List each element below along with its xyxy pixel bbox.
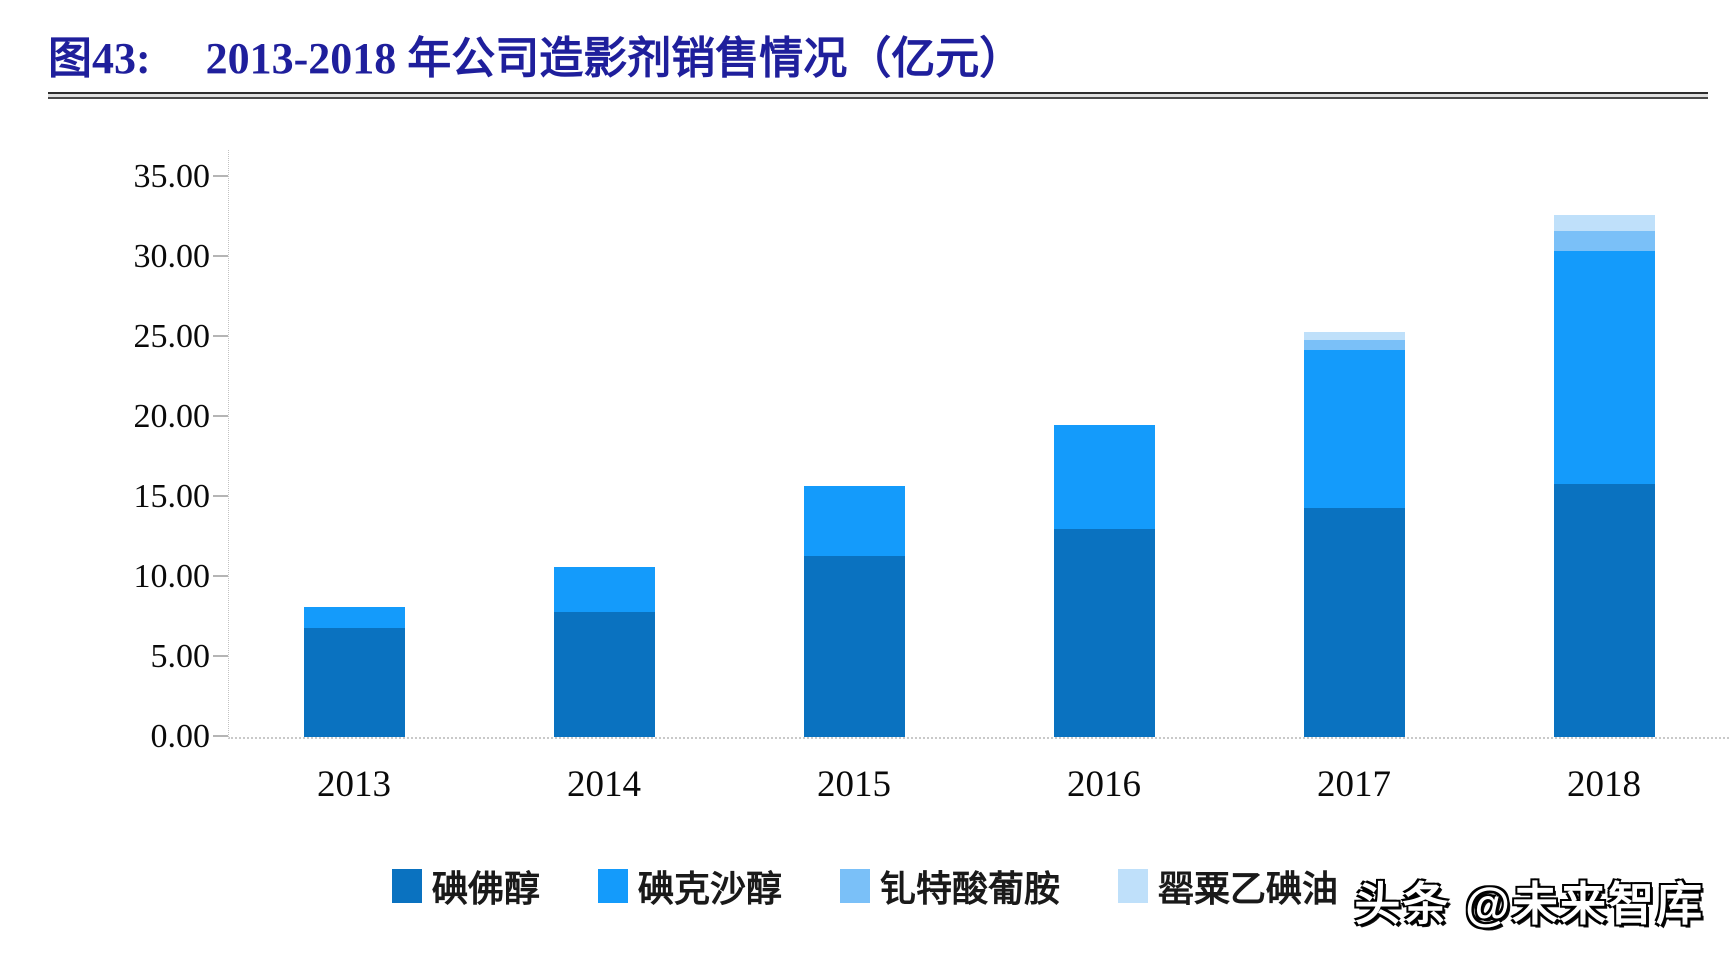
bar-2016-segment-碘克沙醇	[1053, 425, 1155, 529]
y-tick-label: 0.00	[150, 718, 211, 755]
bar-2013	[303, 607, 405, 737]
figure-header: 图43: 2013-2018 年公司造影剂销售情况（亿元）	[48, 22, 1023, 86]
bar-2018-segment-碘佛醇	[1553, 484, 1655, 737]
bar-2018-segment-钆特酸葡胺	[1553, 231, 1655, 251]
bar-2015-segment-碘克沙醇	[803, 485, 905, 557]
bar-2018-segment-罂粟乙碘油	[1553, 215, 1655, 232]
y-tick-mark	[213, 575, 228, 577]
y-tick-mark	[213, 655, 228, 657]
watermark: 头条 @未来智库	[1354, 878, 1704, 930]
legend-swatch-icon	[391, 869, 422, 903]
bar-2017	[1303, 332, 1405, 737]
bar-2014	[553, 567, 655, 737]
legend-item-碘克沙醇: 碘克沙醇	[597, 860, 782, 912]
bar-cell-2017	[1229, 150, 1479, 737]
bar-2016-segment-碘佛醇	[1053, 529, 1155, 737]
bar-2014-segment-碘佛醇	[553, 612, 655, 737]
bar-2018-segment-碘克沙醇	[1553, 250, 1655, 485]
y-tick-mark	[213, 335, 228, 337]
y-axis-labels: 35.00 30.00 25.00 20.00 15.00 10.00 5.00 0.00	[30, 150, 211, 754]
figure-title: 2013-2018 年公司造影剂销售情况（亿元）	[205, 34, 1024, 83]
y-tick-label: 15.00	[133, 478, 211, 515]
bar-2017-segment-钆特酸葡胺	[1303, 340, 1405, 350]
bar-2015-segment-碘佛醇	[803, 556, 905, 737]
bar-2016	[1053, 425, 1155, 737]
bar-2018	[1553, 215, 1655, 737]
x-axis-label-2014: 2014	[567, 764, 641, 805]
chart-legend: 碘佛醇 碘克沙醇 钆特酸葡胺 罂粟乙碘油	[0, 860, 1730, 912]
bar-2013-segment-碘克沙醇	[303, 607, 405, 629]
y-tick-mark	[213, 255, 228, 257]
plot-area: 2013 2014 2015 2016 2017 2018	[213, 150, 1729, 805]
figure-label: 图43:	[48, 34, 151, 83]
bar-2017-segment-碘佛醇	[1303, 508, 1405, 737]
legend-swatch-icon	[840, 869, 870, 903]
y-tick-label: 35.00	[133, 158, 211, 195]
y-tick-label: 5.00	[150, 638, 211, 675]
bar-2014-segment-碘克沙醇	[553, 567, 655, 613]
x-axis-label-2015: 2015	[817, 764, 891, 805]
legend-label: 碘佛醇	[431, 868, 540, 909]
legend-swatch-icon	[1118, 869, 1149, 903]
bar-cell-2013	[229, 150, 479, 737]
bar-cell-2016	[979, 150, 1229, 737]
x-axis-label-2013: 2013	[317, 764, 391, 805]
bar-2017-segment-碘克沙醇	[1303, 349, 1405, 509]
legend-item-罂粟乙碘油: 罂粟乙碘油	[1118, 860, 1338, 912]
bar-cell-2018	[1479, 150, 1729, 737]
y-tick-mark	[213, 735, 228, 737]
bar-2013-segment-碘佛醇	[303, 628, 405, 737]
y-tick-mark	[213, 415, 228, 417]
legend-label: 罂粟乙碘油	[1158, 868, 1339, 909]
y-tick-label: 20.00	[133, 398, 211, 435]
bar-2015	[803, 485, 905, 737]
bar-cell-2015	[729, 150, 979, 737]
bar-cell-2014	[479, 150, 729, 737]
y-tick-label: 10.00	[133, 558, 211, 595]
legend-label: 钆特酸葡胺	[880, 868, 1061, 909]
x-axis-label-2018: 2018	[1567, 764, 1641, 805]
legend-item-钆特酸葡胺: 钆特酸葡胺	[840, 860, 1060, 912]
legend-label: 碘克沙醇	[637, 868, 782, 909]
x-axis-label-2017: 2017	[1317, 764, 1391, 805]
y-tick-mark	[213, 495, 228, 497]
y-tick-label: 25.00	[133, 318, 211, 355]
bars-container	[229, 150, 1729, 737]
y-tick-mark	[213, 175, 228, 177]
legend-swatch-icon	[597, 869, 628, 903]
x-axis-label-2016: 2016	[1067, 764, 1141, 805]
y-tick-label: 30.00	[133, 238, 211, 275]
title-divider	[48, 92, 1708, 99]
x-axis-labels: 2013 2014 2015 2016 2017 2018	[229, 763, 1729, 806]
bar-2017-segment-罂粟乙碘油	[1303, 332, 1405, 341]
legend-item-碘佛醇: 碘佛醇	[391, 860, 540, 912]
